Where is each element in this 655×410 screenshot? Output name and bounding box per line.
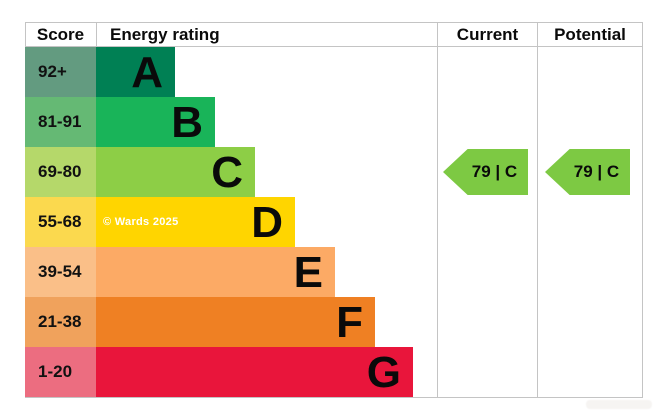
band-score-cell: 21-38 bbox=[25, 297, 96, 347]
table-top-border bbox=[25, 22, 643, 23]
band-score-cell: 1-20 bbox=[25, 347, 96, 397]
band-bar: E bbox=[96, 247, 335, 297]
band-bar: G bbox=[96, 347, 413, 397]
table-right-border bbox=[642, 22, 643, 398]
header-bottom-border bbox=[25, 46, 643, 47]
header-potential: Potential bbox=[554, 25, 626, 44]
score-column-divider bbox=[96, 22, 97, 47]
band-bar: C bbox=[96, 147, 255, 197]
band-bar: F bbox=[96, 297, 375, 347]
rating-bands: 92+ A 81-91 B 69-80 C 55-68 D © Wards 20… bbox=[25, 47, 642, 397]
header-energy-rating: Energy rating bbox=[110, 25, 220, 44]
copyright-watermark: © Wards 2025 bbox=[103, 216, 179, 228]
band-score-cell: 92+ bbox=[25, 47, 96, 97]
band-score-cell: 69-80 bbox=[25, 147, 96, 197]
potential-column-divider bbox=[537, 22, 538, 398]
table-bottom-border bbox=[25, 397, 643, 398]
band-bar: B bbox=[96, 97, 215, 147]
band-score-cell: 81-91 bbox=[25, 97, 96, 147]
band-bar: A bbox=[96, 47, 175, 97]
band-row-a: 92+ A bbox=[25, 47, 642, 97]
band-row-d: 55-68 D © Wards 2025 bbox=[25, 197, 642, 247]
band-row-g: 1-20 G bbox=[25, 347, 642, 397]
band-row-b: 81-91 B bbox=[25, 97, 642, 147]
header-left-border bbox=[25, 22, 26, 47]
band-score-cell: 39-54 bbox=[25, 247, 96, 297]
faint-footer-watermark bbox=[586, 400, 652, 409]
band-row-e: 39-54 E bbox=[25, 247, 642, 297]
band-score-cell: 55-68 bbox=[25, 197, 96, 247]
band-row-f: 21-38 F bbox=[25, 297, 642, 347]
band-row-c: 69-80 C bbox=[25, 147, 642, 197]
header-current: Current bbox=[456, 25, 519, 44]
header-score: Score bbox=[36, 25, 85, 44]
current-column-divider bbox=[437, 22, 438, 398]
band-bar: D bbox=[96, 197, 295, 247]
